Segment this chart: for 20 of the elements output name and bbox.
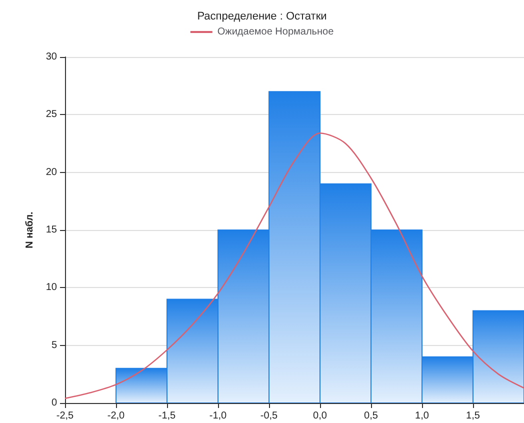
x-tick-label: 0,0 <box>313 410 328 422</box>
x-tick-label: 1,0 <box>415 410 430 422</box>
y-tick-label: 20 <box>46 166 58 178</box>
line-series <box>64 132 524 400</box>
chart-title: Распределение : Остатки <box>197 10 327 22</box>
x-tick-label: -2,5 <box>56 410 74 422</box>
y-tick-label: 25 <box>46 109 58 120</box>
y-tick-label: 10 <box>46 282 58 294</box>
legend-label: Ожидаемое Нормальное <box>217 26 334 38</box>
x-tick-label: -0,5 <box>260 410 278 422</box>
x-tick-label: -1,0 <box>209 410 228 422</box>
x-tick-label: 1,5 <box>466 410 480 422</box>
x-tick-label: -1,5 <box>158 410 176 422</box>
y-tick-label: 0 <box>51 398 58 408</box>
y-axis-title: N набл. <box>24 211 36 248</box>
y-tick-label: 5 <box>51 340 58 351</box>
y-tick-label: 30 <box>46 52 58 62</box>
x-tick-label: -2,0 <box>107 410 126 422</box>
y-tick-label: 15 <box>46 224 58 236</box>
x-tick-label: 0,5 <box>364 410 378 422</box>
